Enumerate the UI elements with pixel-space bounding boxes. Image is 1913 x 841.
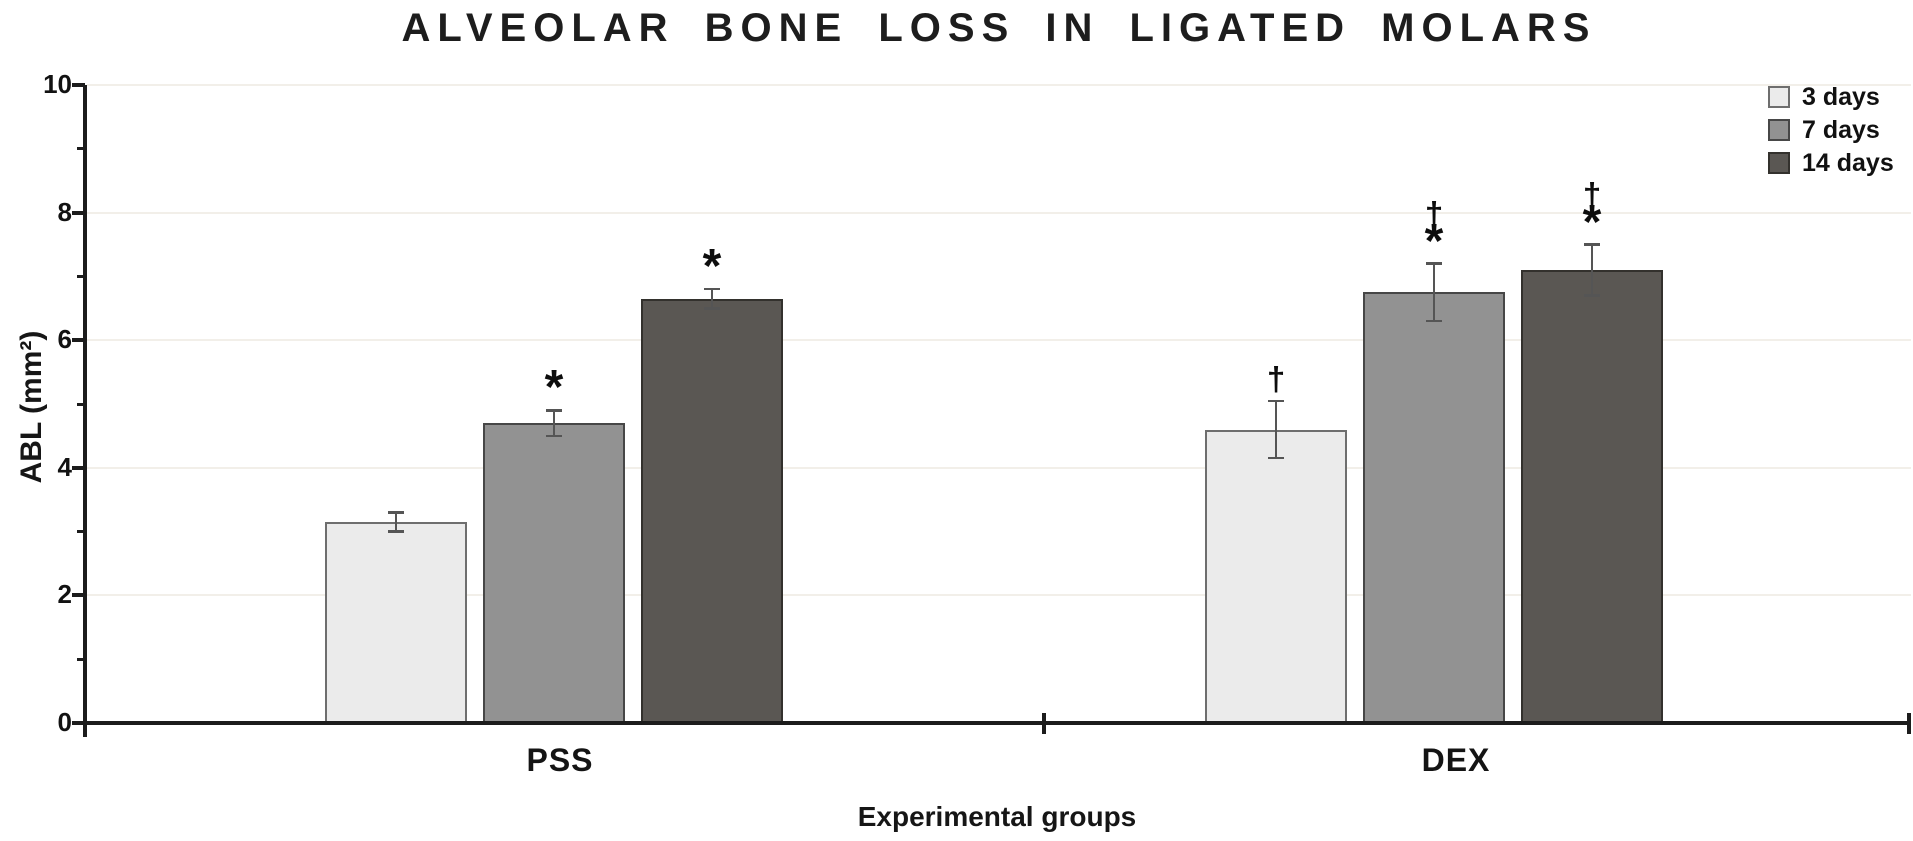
annotation-stack: † * xyxy=(1552,175,1632,249)
y-tick-label: 2 xyxy=(57,579,72,610)
y-major-tick xyxy=(72,83,85,87)
y-minor-tick xyxy=(77,402,85,406)
legend-swatch-icon xyxy=(1768,152,1790,174)
y-minor-tick xyxy=(77,147,85,151)
error-bar-stem xyxy=(394,512,398,532)
error-bar-stem xyxy=(710,289,714,309)
asterisk-annotation: * xyxy=(1582,195,1602,249)
y-minor-tick xyxy=(77,274,85,278)
bar xyxy=(1521,270,1663,723)
error-bar-stem xyxy=(552,410,556,436)
bar xyxy=(1205,429,1347,723)
error-bar-cap xyxy=(1426,262,1442,265)
asterisk-annotation: * xyxy=(702,240,722,294)
annotation-stack: * xyxy=(514,361,594,415)
annotation-stack: * xyxy=(672,240,752,294)
error-bar-cap xyxy=(704,307,720,310)
y-axis-line xyxy=(83,85,87,737)
grid-line xyxy=(87,466,1911,469)
bar xyxy=(325,522,467,723)
error-bar-cap xyxy=(388,511,404,514)
legend-row: 14 days xyxy=(1768,148,1894,177)
error-bar-stem xyxy=(1274,400,1278,459)
category-label: DEX xyxy=(1421,742,1491,778)
asterisk-annotation: * xyxy=(544,361,564,415)
error-bar-cap xyxy=(1426,319,1442,323)
annotation-stack: † xyxy=(1236,359,1316,397)
dagger-annotation: † xyxy=(1424,194,1444,232)
x-axis-label: Experimental groups xyxy=(857,801,1137,832)
asterisk-annotation: * xyxy=(1424,214,1444,268)
bar xyxy=(1363,292,1505,723)
error-bar-cap xyxy=(1584,243,1600,246)
legend: 3 days 7 days 14 days xyxy=(1768,82,1894,177)
y-tick-label: 4 xyxy=(57,451,72,482)
legend-swatch-icon xyxy=(1768,119,1790,141)
dagger-annotation: † xyxy=(1582,175,1602,213)
category-label: PSS xyxy=(526,742,594,778)
legend-label: 14 days xyxy=(1802,148,1894,177)
error-bar-stem xyxy=(1432,263,1436,322)
bar xyxy=(483,423,625,723)
grid-line xyxy=(87,84,1911,86)
x-axis-line xyxy=(83,721,1911,725)
error-bar-cap xyxy=(1268,456,1284,460)
y-tick-label: 6 xyxy=(57,324,72,355)
y-minor-tick xyxy=(77,657,85,661)
error-bar-cap xyxy=(704,287,720,291)
annotation-stack: † * xyxy=(1394,194,1474,268)
legend-label: 3 days xyxy=(1802,82,1880,111)
y-major-tick xyxy=(72,338,85,343)
grid-line xyxy=(87,594,1911,597)
legend-row: 3 days xyxy=(1768,82,1894,111)
x-boundary-tick xyxy=(1042,713,1046,734)
error-bar-cap xyxy=(388,530,404,533)
legend-row: 7 days xyxy=(1768,115,1894,144)
grid-line xyxy=(87,339,1911,342)
y-major-tick xyxy=(72,721,85,725)
error-bar-cap xyxy=(1268,399,1284,403)
error-bar-cap xyxy=(546,409,562,412)
error-bar-cap xyxy=(1584,294,1600,297)
x-boundary-tick xyxy=(1907,713,1911,734)
y-tick-label: 0 xyxy=(57,707,72,737)
y-tick-label: 8 xyxy=(57,196,72,227)
y-tick-label: 10 xyxy=(43,69,72,99)
dagger-annotation: † xyxy=(1266,359,1286,397)
chart-title: ALVEOLAR BONE LOSS IN LIGATED MOLARS xyxy=(401,6,1597,50)
error-bar-stem xyxy=(1590,244,1594,296)
y-major-tick xyxy=(72,593,85,598)
error-bar-cap xyxy=(546,434,562,438)
y-minor-tick xyxy=(77,530,85,534)
bar xyxy=(641,298,783,723)
legend-label: 7 days xyxy=(1802,115,1880,144)
grid-line xyxy=(87,211,1911,214)
legend-swatch-icon xyxy=(1768,86,1790,108)
y-major-tick xyxy=(72,210,85,215)
y-major-tick xyxy=(72,465,85,470)
